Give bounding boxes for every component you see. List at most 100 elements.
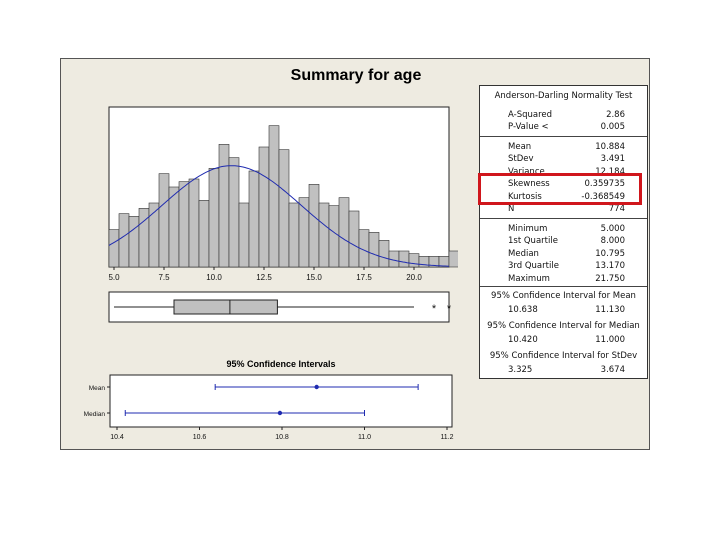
ci-values: 10.638 11.130 [480,303,647,317]
stat-row: N 774 [480,203,647,215]
histogram-bar [278,149,290,268]
ci-chart: 95% Confidence Intervals Mean Median 10.4 1… [84,359,454,441]
ci-block: 95% Confidence Interval for Median 10.42… [480,317,647,347]
histogram-bar [218,144,230,268]
stat-row: Mean 10.884 [480,141,647,153]
ci-row-label: Mean [89,385,106,392]
ci-low: 3.325 [508,365,533,375]
histogram-bar [188,178,200,268]
stat-label: Kurtosis [508,191,542,202]
summary-panel: Summary for age 5.0 7.5 10.0 12.5 15.0 17.5 20… [60,58,650,450]
stat-row: Median 10.795 [480,248,647,260]
moments-section: Mean 10.884 StDev 3.491 Variance 12.184 Ske… [480,137,647,219]
stat-label: N [508,203,515,214]
statistics-table: Anderson-Darling Normality Test A-Square… [479,85,648,379]
x-tick-label: 10.8 [275,434,289,441]
x-tick-label: 5.0 [108,273,120,282]
stat-row: 3rd Quartile 13.170 [480,260,647,272]
ci-point [277,410,283,416]
stat-row: 1st Quartile 8.000 [480,235,647,247]
ci-point [314,384,319,390]
histogram-bar [408,253,420,268]
stat-value: 13.170 [595,261,625,272]
stat-value: 5.000 [600,224,625,234]
histogram-bar [248,170,260,268]
ci-chart-title: 95% Confidence Intervals [226,359,335,369]
histogram-bar [448,250,458,268]
stat-label: Variance [508,166,545,177]
stat-row: Variance 12.184 [480,166,647,178]
x-tick-label: 10.6 [193,434,207,441]
histogram-bar [128,216,140,268]
ci-low: 10.420 [508,335,538,345]
ci-plot-area [109,374,453,428]
histogram-bar [238,202,250,268]
stat-row: Maximum 21.750 [480,273,647,285]
stat-row: Kurtosis -0.368549 [480,191,647,203]
stat-label: Skewness [508,179,550,190]
ci-title: 95% Confidence Interval for Median [487,321,640,331]
ci-low: 10.638 [508,305,538,315]
outlier-marker: * [432,303,437,315]
x-tick-label: 12.5 [256,273,272,282]
histogram-bar [268,125,280,268]
ci-high: 11.130 [595,305,625,315]
ci-high: 3.674 [600,365,625,375]
stat-label: Mean [508,142,532,152]
x-tick-label: 11.2 [440,434,453,441]
quartiles-section: Minimum 5.000 1st Quartile 8.000 Median 10.… [480,219,647,287]
ci-block: 95% Confidence Interval for Mean 10.638 1… [480,289,647,317]
ci-row-label: Median [84,411,106,418]
ci-block: 95% Confidence Interval for StDev 3.325 3… [480,347,647,377]
ad-title: Anderson-Darling Normality Test [494,91,633,101]
ci-values: 3.325 3.674 [480,363,647,377]
stat-value: 2.86 [606,110,625,120]
ad-section: Anderson-Darling Normality Test A-Square… [480,86,647,137]
stat-value: 10.884 [595,142,625,152]
histogram-bar [378,240,390,268]
histogram-bar [108,229,120,268]
stat-label: P-Value < [508,122,549,133]
stat-label: A-Squared [508,110,553,120]
ci-values: 10.420 11.000 [480,333,647,347]
x-tick-label: 7.5 [158,273,170,282]
histogram-bar [338,197,350,268]
histogram-bar [178,181,190,268]
histogram-bar [398,250,410,268]
x-tick-label: 17.5 [356,273,372,282]
box-iqr [173,299,278,315]
stat-value: 0.005 [600,122,625,133]
histogram-bar [228,157,240,268]
histogram-bar [288,202,300,268]
chart-title: Summary for age [290,67,422,84]
stat-row: P-Value < 0.005 [480,121,647,133]
outlier-marker: * [447,303,452,315]
boxplot-chart: * * [108,291,452,323]
stat-value: 0.359735 [584,179,625,190]
stat-row: A-Squared 2.86 [480,109,647,121]
stat-label: Median [508,248,539,259]
stat-label: 3rd Quartile [508,261,559,272]
stat-value: 10.795 [595,248,625,259]
x-tick-label: 10.0 [206,273,222,282]
histogram-bar [368,232,380,268]
histogram-chart: 5.0 7.5 10.0 12.5 15.0 17.5 20.0 [108,106,458,282]
x-tick-label: 20.0 [406,273,422,282]
stat-value: 774 [608,203,625,214]
histogram-bar [158,173,170,268]
histogram-bar [208,168,220,268]
ci-title: 95% Confidence Interval for StDev [489,351,638,361]
normal-curve [108,165,450,267]
histogram-bar [198,200,210,268]
stat-value: 3.491 [600,154,625,165]
stat-row: Minimum 5.000 [480,223,647,235]
stat-value: 8.000 [600,236,625,247]
ci-title: 95% Confidence Interval for Mean [491,291,636,301]
histogram-bar [138,208,150,268]
stat-value: 12.184 [595,166,625,177]
histogram-bar [348,210,360,268]
ci-section: 95% Confidence Interval for Mean 10.638 1… [480,287,647,379]
stat-value: -0.368549 [581,191,625,202]
stat-label: 1st Quartile [508,236,558,247]
histogram-bar [258,146,270,268]
